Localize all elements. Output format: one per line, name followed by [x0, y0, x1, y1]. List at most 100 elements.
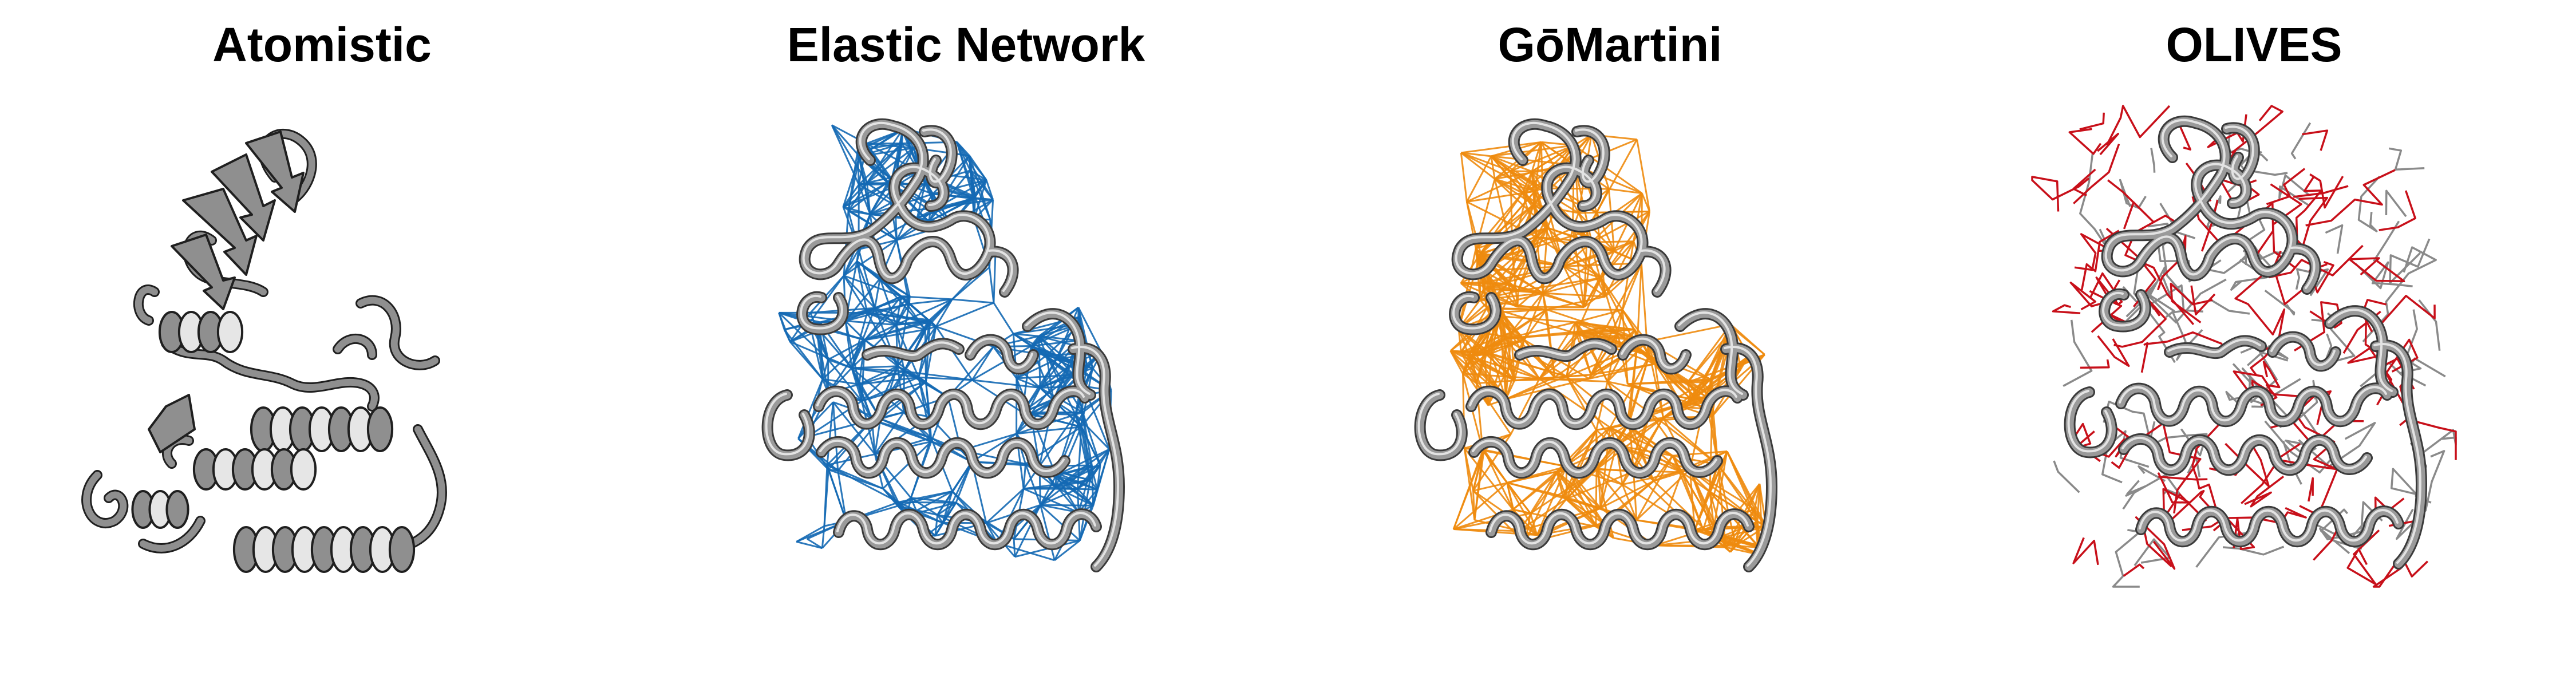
olives-primary-bond	[2052, 304, 2081, 315]
bond-line	[1607, 341, 1647, 382]
bond-line	[1490, 156, 1496, 179]
bond-line	[844, 278, 881, 322]
bond-line	[1626, 355, 1650, 425]
bond-line	[956, 141, 977, 197]
bond-line	[1030, 306, 1079, 347]
bond-line	[831, 124, 868, 184]
bond-line	[1542, 292, 1585, 309]
bond-line	[867, 312, 930, 323]
backbone-highlight	[1417, 121, 1772, 567]
beta-sheet	[171, 234, 236, 310]
bond-line	[1609, 188, 1642, 195]
olives-secondary-bond	[2362, 246, 2437, 343]
bond-line	[1077, 448, 1110, 490]
bond-line	[1038, 414, 1077, 467]
olives-primary-bond	[2158, 475, 2208, 481]
bond-line	[1582, 330, 1650, 357]
bond-line	[1536, 236, 1602, 279]
olives-secondary-bond	[2298, 422, 2376, 468]
olives-secondary-bond	[2418, 299, 2441, 351]
bond-line	[1640, 263, 1648, 342]
bond-line	[925, 381, 933, 442]
bond-line	[1540, 141, 1575, 166]
bond-line	[845, 320, 896, 326]
bond-line	[1499, 315, 1576, 323]
bond-line	[1507, 481, 1563, 497]
bond-line	[1542, 277, 1602, 294]
helix-turn	[366, 406, 394, 452]
bond-line	[843, 205, 871, 215]
bond-line	[1045, 354, 1084, 413]
bond-line	[843, 275, 868, 314]
bond-line	[909, 298, 953, 305]
bond-line	[1056, 307, 1080, 360]
bond-line	[929, 298, 953, 322]
bond-line	[973, 179, 987, 220]
bond-line	[1025, 463, 1042, 505]
olives-primary-bond	[2123, 563, 2145, 577]
cartoon	[81, 128, 447, 573]
bond-line	[1726, 450, 1759, 522]
bond-line	[858, 384, 873, 421]
olives-primary-bond	[2372, 554, 2429, 588]
bond-line	[778, 312, 791, 342]
olives-secondary-bond	[2222, 545, 2285, 556]
bond-line	[1539, 378, 1608, 383]
bond-line	[1523, 292, 1544, 341]
bond-line	[1450, 350, 1469, 357]
helix-turn	[216, 311, 244, 353]
bond-line	[1609, 426, 1682, 473]
bond-line	[880, 418, 932, 439]
bond-line	[866, 143, 895, 188]
bond-line	[1662, 396, 1706, 419]
bond-line	[816, 327, 824, 379]
bond-line	[1717, 464, 1727, 548]
olives-structure	[2031, 105, 2457, 588]
bond-line	[1562, 495, 1605, 524]
olives-secondary-bond	[2421, 429, 2457, 454]
bond-line	[934, 522, 944, 536]
bond-line	[989, 267, 995, 303]
bond-line	[1582, 329, 1635, 332]
bond-line	[903, 321, 931, 372]
bond-line	[1575, 321, 1650, 357]
bond-line	[1016, 377, 1041, 389]
bond-line	[1531, 144, 1575, 172]
olives-primary-bond	[2309, 173, 2344, 209]
bond-line	[935, 326, 973, 381]
elastic-network-structure	[761, 118, 1125, 572]
bond-line	[882, 441, 932, 489]
olives-primary-bond	[2135, 516, 2176, 570]
bond-line	[1461, 152, 1492, 157]
bond-line	[1476, 378, 1540, 385]
bond-line	[796, 540, 823, 550]
olives-primary-bond	[2080, 359, 2110, 369]
olives-secondary-bond	[2295, 268, 2329, 297]
bond-line	[1546, 227, 1602, 279]
bond-line	[859, 365, 898, 385]
bond-line	[1506, 482, 1514, 510]
bond-line	[1732, 327, 1765, 355]
bond-line	[867, 312, 926, 331]
olives-secondary-bond	[2101, 448, 2123, 484]
bond-line	[822, 378, 860, 385]
bond-line	[1499, 315, 1540, 379]
bond-line	[1648, 355, 1692, 400]
bond-line	[1013, 333, 1048, 356]
bond-line	[866, 129, 903, 184]
bond-line	[1056, 448, 1110, 477]
bond-line	[1461, 141, 1542, 154]
olives-secondary-bond	[2138, 465, 2166, 482]
bond-line	[1735, 525, 1767, 547]
panel-title-gomartini: GōMartini	[1498, 18, 1722, 72]
olives-primary-bond	[2107, 179, 2155, 230]
bond-line	[859, 156, 868, 184]
bond-line	[1089, 479, 1098, 491]
bond-line	[1056, 475, 1098, 491]
bond-line	[1494, 308, 1547, 311]
olives-panel	[1932, 86, 2576, 676]
bond-line	[1575, 309, 1623, 323]
bond-line	[1653, 455, 1674, 482]
bond-line	[1595, 469, 1598, 527]
olives-primary-bond	[2031, 176, 2090, 212]
